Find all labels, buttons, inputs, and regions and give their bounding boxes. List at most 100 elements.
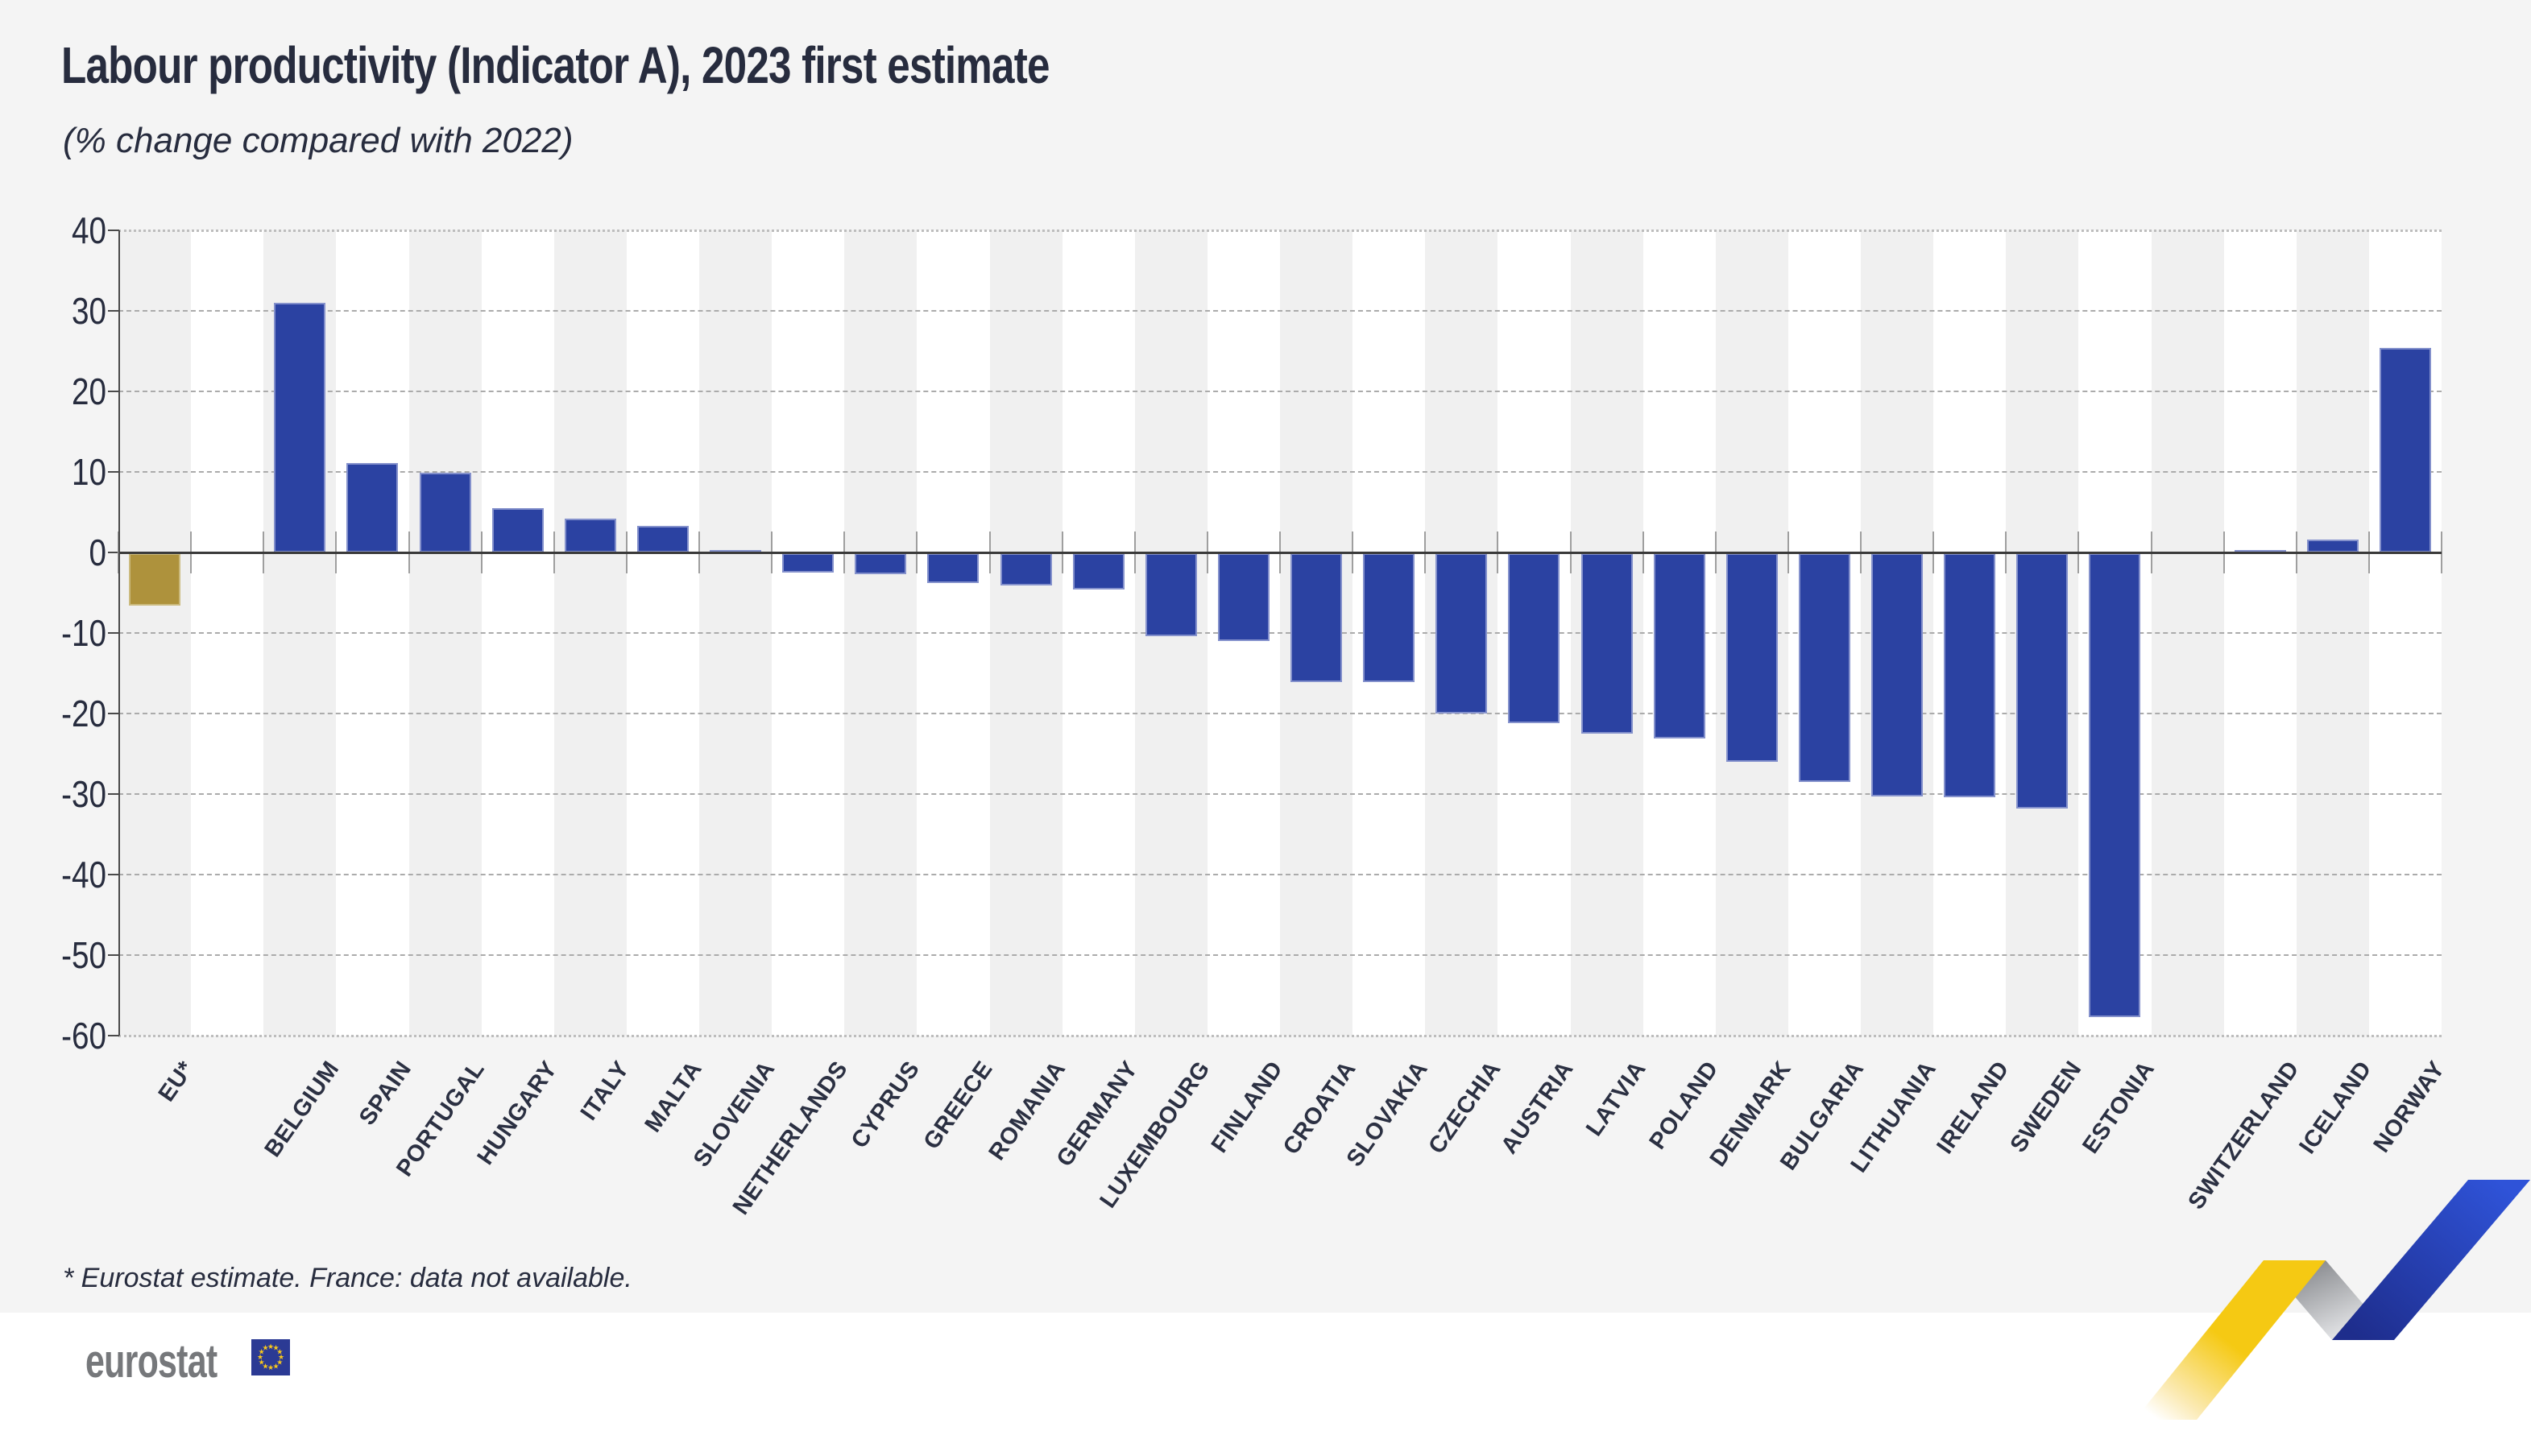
bar-netherlands [782, 553, 835, 573]
x-axis-label-text-malta: MALTA [640, 1057, 708, 1138]
x-axis-label-text-spain: SPAIN [354, 1057, 417, 1131]
y-axis-label--30: -30 [61, 773, 106, 815]
svg-text:★: ★ [259, 1359, 265, 1367]
bar-greece [927, 553, 980, 583]
gridline--20 [118, 713, 2442, 714]
chart-title: Labour productivity (Indicator A), 2023 … [61, 36, 1050, 94]
y-axis-tick-0 [108, 552, 119, 553]
bar-croatia [1290, 553, 1343, 682]
bar-denmark [1725, 553, 1778, 762]
ribbon-yellow-band [2135, 1260, 2326, 1420]
x-axis-label-text-croatia: CROATIA [1278, 1057, 1361, 1160]
gridline--30 [118, 793, 2442, 795]
y-axis-line [118, 230, 120, 1036]
bar-romania [1000, 553, 1052, 585]
x-axis-label-text-finland: FINLAND [1206, 1057, 1289, 1158]
x-axis-label-text-italy: ITALY [576, 1057, 636, 1126]
x-axis-label-text-iceland: ICELAND [2294, 1057, 2378, 1159]
bar-sweden [2016, 553, 2069, 809]
y-axis-label-30: 30 [72, 290, 106, 332]
y-axis-tick--60 [108, 1035, 119, 1036]
y-axis-tick--30 [108, 793, 119, 795]
gridline-10 [118, 471, 2442, 473]
y-axis-label--60: -60 [61, 1015, 106, 1057]
x-axis-label-text-sweden: SWEDEN [2005, 1057, 2087, 1158]
y-axis-label-0: 0 [89, 532, 106, 573]
y-axis-tick--20 [108, 713, 119, 714]
svg-text:★: ★ [259, 1349, 265, 1357]
svg-text:★: ★ [262, 1345, 268, 1353]
gridline--60 [118, 1035, 2442, 1037]
svg-text:★: ★ [272, 1363, 279, 1371]
bar-slovakia [1363, 553, 1415, 682]
svg-text:★: ★ [267, 1364, 274, 1372]
bar-estonia [2089, 553, 2141, 1017]
y-axis-label--50: -50 [61, 934, 106, 976]
bar-germany [1072, 553, 1125, 589]
svg-text:★: ★ [272, 1345, 279, 1353]
svg-text:★: ★ [257, 1354, 263, 1362]
bar-eu [129, 553, 181, 606]
chart-subtitle: (% change compared with 2022) [63, 121, 574, 160]
x-axis-label-text-austria: AUSTRIA [1496, 1057, 1579, 1159]
bar-portugal [419, 473, 471, 552]
y-axis-label-20: 20 [72, 370, 106, 412]
y-axis-label--10: -10 [61, 612, 106, 654]
bar-spain [346, 463, 399, 552]
bar-czechia [1435, 553, 1488, 714]
x-axis-label-text-eu: EU* [153, 1057, 200, 1106]
bar-bulgaria [1798, 553, 1850, 782]
y-axis-tick--40 [108, 874, 119, 875]
decorative-ribbon-graphic [2135, 1180, 2530, 1420]
eu-flag-icon: ★ ★ ★ ★ ★ ★ ★ ★ ★ ★ ★ ★ [251, 1339, 290, 1375]
x-axis-label-text-ireland: IRELAND [1932, 1057, 2015, 1159]
svg-text:★: ★ [276, 1359, 283, 1367]
y-axis-tick-20 [108, 391, 119, 392]
bar-lithuania [1871, 553, 1924, 796]
bar-iceland [2306, 540, 2359, 552]
bar-italy [564, 519, 616, 552]
x-axis-label-text-estonia: ESTONIA [2077, 1057, 2160, 1159]
gridline-20 [118, 391, 2442, 392]
footer-strip [0, 1313, 2531, 1456]
zero-baseline [118, 552, 2442, 554]
bar-austria [1508, 553, 1560, 723]
svg-text:★: ★ [267, 1343, 274, 1351]
y-axis-tick--10 [108, 632, 119, 634]
x-axis-label-text-poland: POLAND [1644, 1057, 1724, 1155]
bar-hungary [491, 508, 544, 552]
y-axis-label-10: 10 [72, 451, 106, 493]
svg-text:★: ★ [278, 1354, 284, 1362]
x-axis-label-text-greece: GREECE [918, 1057, 998, 1155]
y-axis-label--40: -40 [61, 854, 106, 896]
y-axis-tick--50 [108, 954, 119, 956]
bar-finland [1217, 553, 1270, 641]
x-axis-label-text-cyprus: CYPRUS [847, 1057, 926, 1153]
ribbon-blue-band [2332, 1180, 2530, 1340]
x-axis-label-text-norway: NORWAY [2368, 1057, 2450, 1158]
y-axis-tick-10 [108, 471, 119, 473]
bar-ireland [1944, 553, 1996, 797]
bar-cyprus [855, 553, 907, 574]
bar-luxembourg [1145, 553, 1197, 636]
bar-poland [1653, 553, 1705, 738]
eurostat-logo-text: eurostat [85, 1335, 217, 1388]
gridline--50 [118, 954, 2442, 956]
y-axis-label-40: 40 [72, 209, 106, 251]
svg-text:★: ★ [276, 1349, 283, 1357]
bar-norway [2379, 348, 2431, 552]
bar-malta [636, 526, 689, 552]
gridline--40 [118, 874, 2442, 875]
x-axis-label-text-czechia: CZECHIA [1423, 1057, 1506, 1159]
axis-tick-mark [2441, 532, 2442, 573]
y-axis-tick-30 [108, 310, 119, 312]
svg-text:★: ★ [262, 1363, 268, 1371]
gridline-40 [118, 230, 2442, 232]
bar-belgium [274, 303, 326, 552]
bar-latvia [1580, 553, 1633, 734]
x-axis-label-text-belgium: BELGIUM [259, 1057, 345, 1162]
y-axis-tick-40 [108, 230, 119, 231]
gridline--10 [118, 632, 2442, 634]
footnote: * Eurostat estimate. France: data not av… [63, 1263, 632, 1293]
